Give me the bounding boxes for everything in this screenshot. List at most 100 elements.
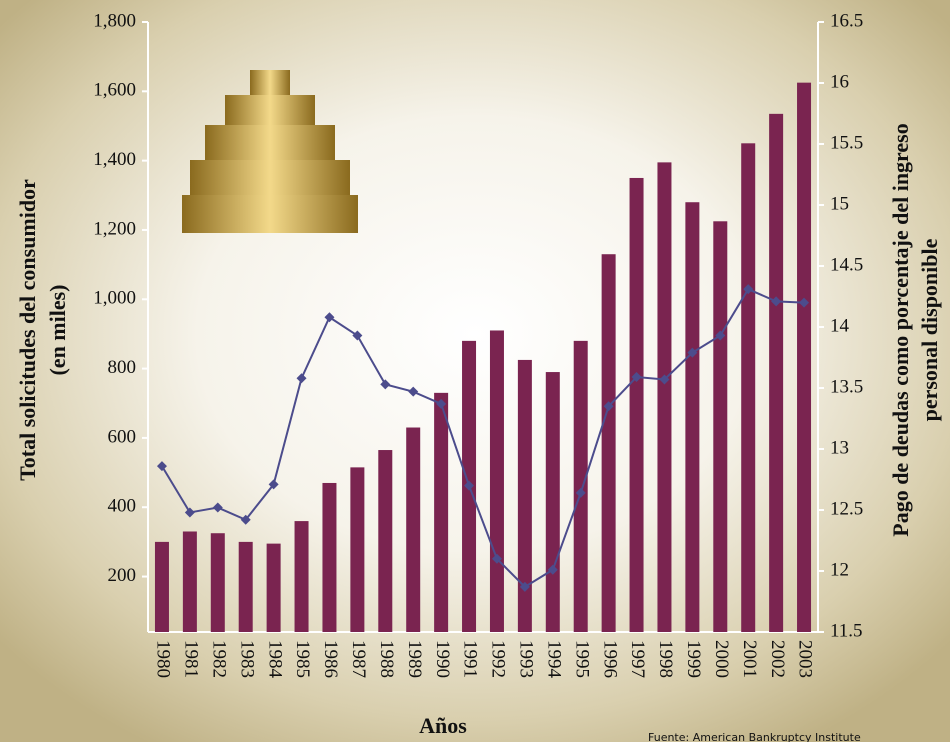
x-tick-label: 1986: [320, 640, 341, 678]
source: Fuente: American Bankruptcy Institute: [648, 731, 861, 742]
bar: [238, 541, 253, 632]
bar: [210, 533, 225, 632]
line-marker: [324, 312, 335, 323]
line-marker: [659, 374, 670, 385]
y-tick-label: 1,400: [93, 149, 136, 170]
x-tick-label: 1999: [683, 640, 704, 678]
y-tick-label: 1,800: [93, 10, 136, 31]
x-tick-label: 1989: [404, 640, 425, 678]
y2-tick-label: 16.5: [830, 10, 863, 31]
bar: [154, 541, 169, 632]
y-tick-label: 1,200: [93, 218, 136, 239]
line-marker: [687, 347, 698, 358]
line-marker: [436, 398, 447, 409]
x-tick-label: 1998: [655, 640, 676, 678]
x-tick-label: 1994: [543, 640, 564, 679]
y2-tick-label: 15: [830, 193, 849, 214]
line-marker: [519, 581, 530, 592]
x-title: Años: [419, 713, 467, 738]
coins-decoration: [182, 70, 358, 233]
line-marker: [464, 480, 475, 491]
bar: [601, 254, 616, 632]
x-tick-label: 1988: [376, 640, 397, 678]
bar: [797, 82, 812, 632]
y2-tick-label: 13.5: [830, 376, 863, 397]
line-marker: [184, 507, 195, 518]
bar: [434, 392, 449, 632]
bar: [741, 143, 756, 632]
x-tick-label: 1991: [460, 640, 481, 678]
y2-tick-label: 11.5: [830, 620, 863, 641]
bar: [713, 221, 728, 632]
line-marker: [156, 461, 167, 472]
x-tick-label: 2000: [711, 640, 732, 678]
y2-tick-label: 16: [830, 71, 849, 92]
x-tick-label: 1996: [599, 640, 620, 678]
x-tick-label: 1993: [516, 640, 537, 678]
y2-tick-label: 14.5: [830, 254, 863, 275]
x-tick-label: 1980: [153, 640, 174, 678]
x-tick-label: 2001: [739, 640, 760, 678]
bar: [545, 372, 560, 632]
bar: [657, 162, 672, 632]
y2-tick-label: 12: [830, 559, 849, 580]
y-tick-label: 400: [108, 496, 137, 517]
bar: [266, 543, 281, 632]
line: [161, 287, 805, 589]
x-tick-label: 1997: [627, 640, 648, 678]
bar: [322, 482, 337, 632]
bar: [517, 359, 532, 632]
x-tick-label: 2002: [767, 640, 788, 678]
y2-title: personal disponible: [917, 238, 942, 421]
bar: [378, 450, 393, 632]
x-tick-label: 1983: [236, 640, 257, 678]
line-marker: [715, 330, 726, 341]
x-tick-label: 1992: [488, 640, 509, 678]
y2-title: Pago de deudas como porcentaje del ingre…: [888, 123, 913, 537]
y-tick-label: 1,600: [93, 80, 136, 101]
x-tick-label: 1987: [348, 640, 369, 678]
y-tick-label: 800: [108, 357, 137, 378]
line-marker: [575, 487, 586, 498]
y2-tick-label: 12.5: [830, 498, 863, 519]
y-tick-label: 200: [108, 565, 137, 586]
line-marker: [491, 553, 502, 564]
line-marker: [352, 330, 363, 341]
x-tick-label: 1982: [208, 640, 229, 678]
line-marker: [212, 502, 223, 513]
x-tick-label: 1995: [571, 640, 592, 678]
y2-tick-label: 15.5: [830, 132, 863, 153]
line-marker: [268, 479, 279, 490]
line-marker: [771, 296, 782, 307]
y-title: (en miles): [45, 284, 70, 375]
y-tick-label: 1,000: [93, 288, 136, 309]
y-tick-label: 600: [108, 426, 137, 447]
y2-tick-label: 13: [830, 437, 849, 458]
bar: [629, 177, 644, 632]
line-marker: [603, 401, 614, 412]
y-title: Total solicitudes del consumidor: [15, 179, 40, 481]
x-tick-label: 1985: [292, 640, 313, 678]
line-marker: [240, 514, 251, 525]
line-marker: [380, 379, 391, 390]
bar: [350, 467, 365, 632]
bar: [406, 427, 421, 632]
x-tick-label: 2003: [795, 640, 816, 678]
bar: [489, 330, 504, 632]
line-marker: [408, 386, 419, 397]
line-marker: [631, 372, 642, 383]
y2-tick-label: 14: [830, 315, 850, 336]
x-tick-label: 1984: [264, 640, 285, 679]
line-marker: [799, 297, 810, 308]
line-marker: [296, 373, 307, 384]
x-tick-label: 1981: [181, 640, 202, 678]
bar: [182, 531, 197, 632]
line-marker: [743, 284, 754, 295]
x-tick-label: 1990: [432, 640, 453, 678]
line-marker: [547, 564, 558, 575]
bar: [769, 113, 784, 633]
bar: [573, 340, 588, 632]
bar: [294, 521, 309, 632]
